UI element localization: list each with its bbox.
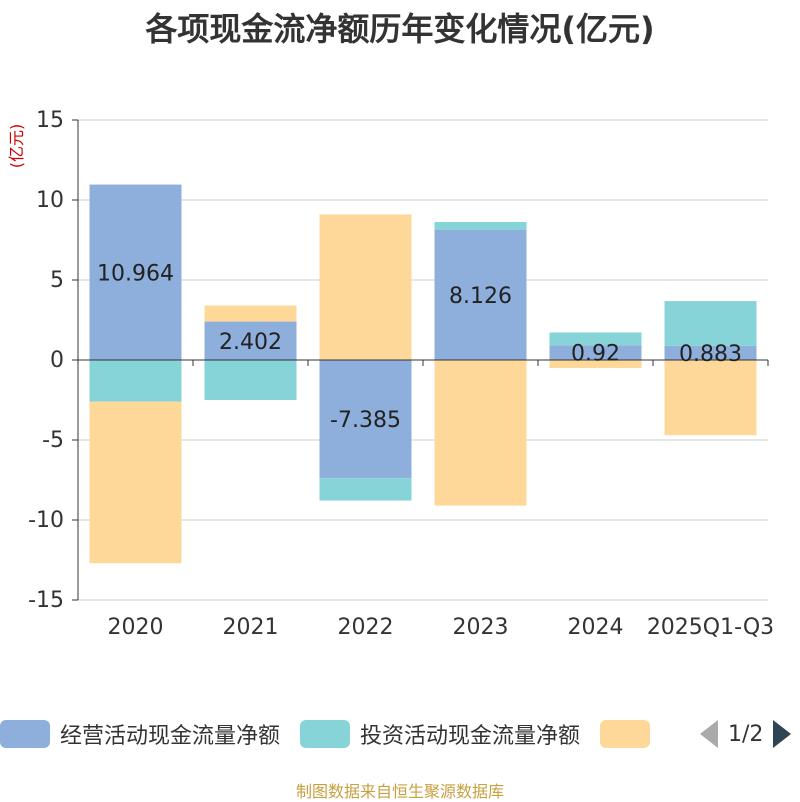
bar-operating [664,345,757,360]
bar-financing [434,360,527,506]
bar-operating [549,345,642,360]
bar-investing [204,360,297,400]
bar-investing [664,301,757,346]
legend-swatch-investing [300,720,351,748]
chart-title: 各项现金流净额历年变化情况(亿元) [145,10,655,48]
y-axis-unit-label: (亿元) [7,124,26,169]
legend-pager: 1/2 [700,716,792,752]
data-label-operating: 8.126 [449,284,512,309]
y-tick-label: -5 [42,428,64,453]
y-tick-label: 5 [50,268,64,293]
x-tick-label: 2025Q1-Q3 [647,615,774,640]
legend-page-indicator: 1/2 [728,721,764,747]
bar-financing [89,401,182,564]
legend-item-investing[interactable]: 投资活动现金流量净额 [300,718,580,750]
data-label-operating: -7.385 [330,408,401,433]
legend-prev-icon[interactable] [700,720,718,748]
legend-next-icon[interactable] [773,720,792,748]
data-label-operating: 2.402 [219,330,282,355]
bar-investing [434,221,527,230]
x-tick-label: 2021 [223,615,279,640]
chart-legend: 经营活动现金流量净额 投资活动现金流量净额 [0,716,680,752]
y-tick-label: 0 [50,348,64,373]
legend-item-financing[interactable] [600,720,660,748]
bar-financing [319,214,412,360]
bar-investing [89,360,182,402]
source-note: 制图数据来自恒生聚源数据库 [295,782,504,801]
legend-swatch-operating [0,720,50,748]
data-label-operating: 10.964 [97,261,174,286]
bar-operating [89,184,182,360]
bar-financing [664,360,757,436]
y-tick-label: 10 [36,188,64,213]
y-tick-label: 15 [36,108,64,133]
data-label-operating: 0.883 [679,342,742,367]
bar-investing [319,478,412,501]
x-tick-label: 2020 [108,615,164,640]
bar-operating [434,229,527,360]
x-tick-label: 2024 [568,615,624,640]
legend-label-investing: 投资活动现金流量净额 [360,724,581,749]
legend-item-operating[interactable]: 经营活动现金流量净额 [0,718,280,750]
bar-investing [549,332,642,346]
y-tick-label: -10 [28,508,64,533]
bar-financing [549,360,642,368]
x-tick-label: 2023 [453,615,509,640]
data-label-operating: 0.92 [571,342,620,367]
legend-label-operating: 经营活动现金流量净额 [60,724,281,749]
bar-operating [319,360,412,479]
y-tick-label: -15 [28,588,64,613]
bar-operating [204,321,297,360]
x-tick-label: 2022 [338,615,394,640]
bar-financing [204,305,297,322]
legend-swatch-financing [600,720,651,748]
